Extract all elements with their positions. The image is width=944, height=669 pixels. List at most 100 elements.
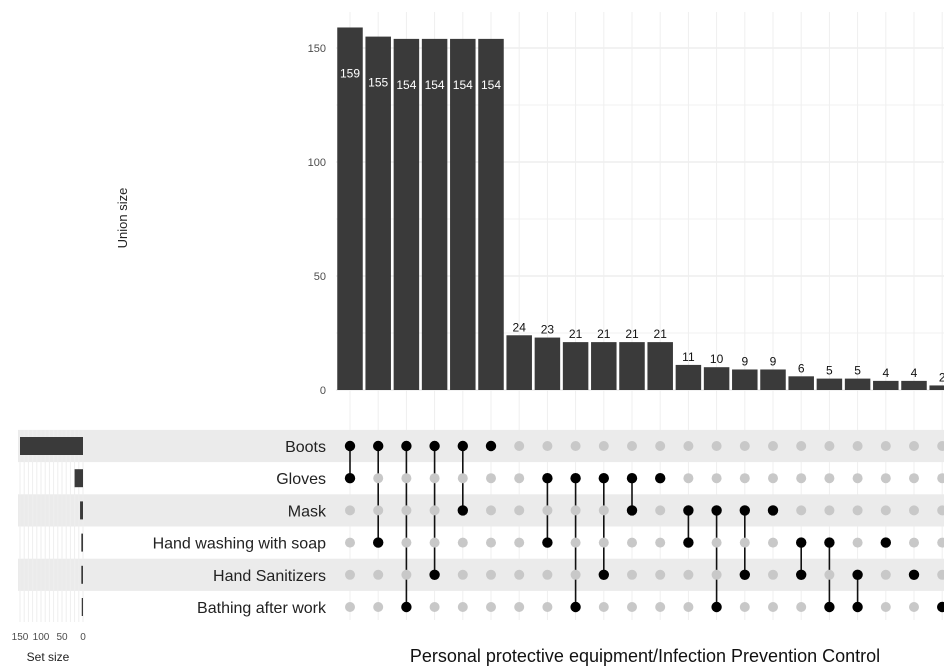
bar-value-label: 154 xyxy=(453,78,473,92)
intersection-bar xyxy=(929,385,944,390)
matrix-dot-inactive xyxy=(514,505,525,516)
matrix-dot-active xyxy=(542,537,553,548)
matrix-dot-inactive xyxy=(457,473,468,484)
matrix-dot-inactive xyxy=(373,602,384,612)
matrix-row-stripe xyxy=(18,494,944,527)
matrix-dot-inactive xyxy=(711,473,722,484)
matrix-dot-active xyxy=(683,537,694,548)
matrix-dot-active xyxy=(767,505,779,516)
intersection-bar xyxy=(873,380,899,390)
matrix-dot-active xyxy=(373,537,384,548)
bar-value-label: 6 xyxy=(798,361,805,375)
matrix-dot-active xyxy=(852,569,863,580)
matrix-dot-active xyxy=(796,537,807,548)
matrix-dot-inactive xyxy=(937,569,944,580)
bar-value-label: 11 xyxy=(682,350,695,364)
matrix-dot-inactive xyxy=(683,441,694,451)
intersection-bar xyxy=(844,378,871,390)
matrix-dot-inactive xyxy=(345,537,355,548)
matrix-dot-inactive xyxy=(768,569,778,580)
matrix-dot-inactive xyxy=(937,537,944,548)
matrix-dot-inactive xyxy=(373,505,384,516)
matrix-dot-inactive xyxy=(852,537,863,548)
set-size-bar xyxy=(80,501,83,520)
matrix-dot-active xyxy=(937,601,944,613)
intersection-bar xyxy=(760,369,786,390)
matrix-dot-inactive xyxy=(768,473,778,484)
matrix-dot-active xyxy=(373,440,384,452)
matrix-dot-active xyxy=(542,473,553,484)
matrix-dot-inactive xyxy=(486,473,496,484)
bar-value-label: 10 xyxy=(710,352,724,366)
bar-value-label: 9 xyxy=(770,354,777,368)
matrix-dot-inactive xyxy=(768,537,778,548)
intersection-bar xyxy=(393,38,420,390)
set-size-title: Set size xyxy=(27,650,70,664)
matrix-dot-inactive xyxy=(401,537,412,548)
y-tick-label: 100 xyxy=(308,157,326,169)
matrix-dot-inactive xyxy=(937,441,944,451)
matrix-dot-active xyxy=(711,505,722,516)
set-size-bar xyxy=(74,469,83,488)
set-size-tick-label: 100 xyxy=(33,632,50,643)
matrix-dot-inactive xyxy=(739,473,750,484)
matrix-dot-inactive xyxy=(739,441,750,451)
matrix-dot-inactive xyxy=(852,441,863,451)
intersection-bar xyxy=(562,342,589,390)
intersection-bar xyxy=(591,342,617,390)
matrix-dot-inactive xyxy=(429,537,440,548)
matrix-dot-active xyxy=(880,537,891,548)
matrix-dot-inactive xyxy=(542,441,553,451)
matrix-dot-active xyxy=(401,601,412,613)
matrix-dot-inactive xyxy=(570,505,581,516)
matrix-row-stripe xyxy=(18,429,944,463)
matrix-dot-inactive xyxy=(514,537,525,548)
matrix-dot-inactive xyxy=(909,441,919,451)
bar-value-label: 21 xyxy=(569,327,583,341)
matrix-dot-active xyxy=(626,473,638,484)
matrix-dot-inactive xyxy=(880,473,891,484)
matrix-dot-active xyxy=(711,601,722,613)
matrix-dot-inactive xyxy=(486,537,496,548)
matrix-dot-inactive xyxy=(542,505,553,516)
matrix-dot-inactive xyxy=(711,441,722,451)
matrix-dot-active xyxy=(570,601,581,613)
matrix-dot-active xyxy=(739,505,750,516)
matrix-dot-inactive xyxy=(909,505,919,516)
y-tick-label: 0 xyxy=(320,385,326,397)
matrix-dot-active xyxy=(739,569,750,580)
matrix-dot-active xyxy=(683,505,694,516)
matrix-dot-active xyxy=(485,440,497,452)
matrix-dot-inactive xyxy=(598,537,609,548)
matrix-dot-inactive xyxy=(514,441,525,451)
intersection-bar xyxy=(647,342,673,390)
matrix-dot-inactive xyxy=(880,569,891,580)
matrix-dot-inactive xyxy=(429,473,440,484)
matrix-dot-inactive xyxy=(796,473,807,484)
set-size-bar xyxy=(81,565,83,584)
matrix-dot-inactive xyxy=(486,505,496,516)
matrix-dot-inactive xyxy=(570,537,581,548)
matrix-dot-active xyxy=(429,440,440,452)
matrix-dot-inactive xyxy=(514,473,525,484)
matrix-dot-inactive xyxy=(598,441,609,451)
intersection-bar xyxy=(788,376,814,390)
matrix-dot-inactive xyxy=(739,537,750,548)
matrix-dot-inactive xyxy=(683,473,694,484)
matrix-dot-inactive xyxy=(514,602,525,612)
intersection-bar xyxy=(337,27,363,390)
matrix-dot-inactive xyxy=(598,602,609,612)
matrix-dot-inactive xyxy=(824,569,835,580)
matrix-dot-inactive xyxy=(401,473,412,484)
matrix-dot-active xyxy=(598,569,609,580)
matrix-stripes xyxy=(18,429,944,591)
matrix-dot-inactive xyxy=(768,602,778,612)
intersection-bar xyxy=(478,38,504,390)
bar-value-label: 21 xyxy=(654,327,668,341)
matrix-dot-active xyxy=(429,569,440,580)
matrix-dot-inactive xyxy=(852,473,863,484)
matrix-dot-inactive xyxy=(824,473,835,484)
set-size-panel xyxy=(19,430,84,622)
matrix-dot-inactive xyxy=(909,473,919,484)
matrix-dot-active xyxy=(344,473,356,484)
